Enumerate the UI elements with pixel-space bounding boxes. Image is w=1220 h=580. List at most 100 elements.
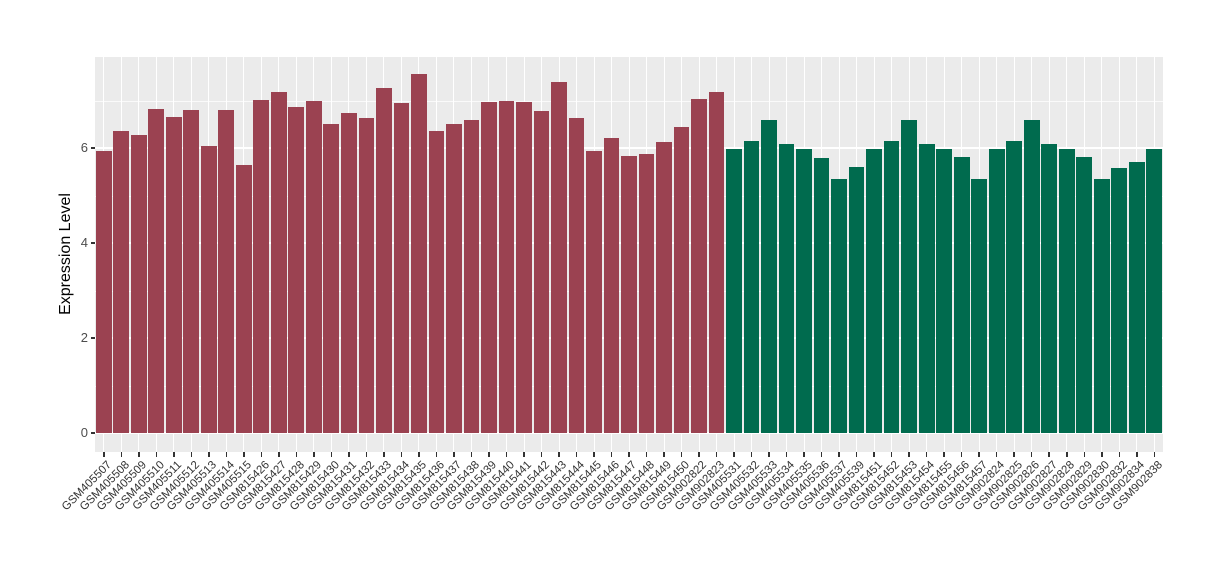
x-tick bbox=[645, 452, 648, 457]
bar bbox=[428, 131, 445, 433]
bar bbox=[568, 117, 585, 433]
x-tick bbox=[628, 452, 630, 457]
bar bbox=[270, 91, 287, 433]
bar bbox=[848, 166, 865, 433]
x-tick bbox=[838, 452, 840, 457]
bar bbox=[971, 178, 988, 433]
bar bbox=[656, 141, 672, 433]
h-gridline-major bbox=[95, 432, 1163, 434]
x-tick bbox=[365, 452, 368, 457]
x-tick bbox=[663, 452, 665, 457]
x-tick bbox=[1118, 452, 1120, 457]
x-tick bbox=[103, 452, 105, 457]
bar bbox=[218, 110, 235, 433]
x-tick bbox=[1066, 452, 1068, 457]
x-tick bbox=[1013, 452, 1015, 457]
bar bbox=[393, 103, 410, 433]
x-tick bbox=[295, 452, 298, 457]
bar bbox=[1111, 167, 1128, 433]
x-tick bbox=[908, 452, 910, 457]
bar bbox=[796, 149, 812, 433]
bar bbox=[95, 150, 112, 433]
bar bbox=[603, 138, 620, 433]
h-gridline-major bbox=[95, 147, 1163, 149]
x-tick bbox=[400, 452, 403, 457]
bar bbox=[638, 154, 655, 433]
y-tick-label: 2 bbox=[80, 330, 88, 345]
y-tick-label: 6 bbox=[80, 140, 88, 155]
bar bbox=[901, 119, 917, 433]
x-tick bbox=[750, 452, 753, 457]
x-tick bbox=[418, 452, 420, 457]
bar bbox=[130, 135, 147, 433]
bar bbox=[200, 145, 217, 433]
bar bbox=[918, 144, 935, 433]
bar bbox=[883, 141, 900, 433]
bar bbox=[1058, 149, 1075, 433]
x-tick bbox=[383, 452, 385, 457]
bar bbox=[586, 150, 602, 433]
x-tick bbox=[785, 452, 788, 457]
x-tick bbox=[470, 452, 473, 457]
bar bbox=[673, 126, 690, 433]
bar bbox=[743, 140, 760, 433]
bar bbox=[831, 179, 847, 433]
h-gridline-minor bbox=[95, 100, 1163, 102]
x-tick bbox=[1083, 452, 1085, 457]
x-tick bbox=[1153, 452, 1155, 457]
bar bbox=[551, 82, 567, 433]
bar bbox=[1076, 157, 1093, 433]
x-tick bbox=[260, 452, 263, 457]
bar bbox=[726, 149, 742, 433]
bar bbox=[988, 149, 1005, 433]
x-tick bbox=[610, 452, 613, 457]
bar bbox=[481, 101, 497, 433]
bar bbox=[761, 120, 777, 433]
bar bbox=[235, 165, 252, 433]
x-tick bbox=[680, 452, 683, 457]
bar bbox=[463, 120, 480, 433]
x-tick bbox=[995, 452, 998, 457]
x-tick bbox=[278, 452, 280, 457]
bar bbox=[323, 123, 340, 433]
x-tick bbox=[890, 452, 893, 457]
plot-panel bbox=[95, 57, 1163, 452]
x-tick bbox=[733, 452, 735, 457]
x-tick bbox=[453, 452, 455, 457]
bar bbox=[1128, 162, 1145, 434]
x-tick bbox=[960, 452, 963, 457]
bar bbox=[1093, 178, 1110, 433]
x-tick bbox=[803, 452, 805, 457]
x-tick bbox=[330, 452, 333, 457]
bar bbox=[253, 99, 270, 433]
bar bbox=[498, 101, 515, 433]
bar bbox=[1041, 144, 1058, 433]
x-tick bbox=[820, 452, 823, 457]
x-tick bbox=[208, 452, 210, 457]
x-tick bbox=[1030, 452, 1033, 457]
x-tick bbox=[523, 452, 525, 457]
bar bbox=[1023, 119, 1040, 433]
x-tick bbox=[1136, 452, 1138, 457]
y-tick bbox=[90, 337, 95, 339]
bar bbox=[1146, 149, 1163, 433]
bar bbox=[376, 87, 392, 433]
bar bbox=[446, 124, 462, 434]
bar bbox=[113, 130, 130, 433]
x-tick bbox=[558, 452, 560, 457]
y-tick bbox=[90, 242, 95, 244]
x-tick bbox=[593, 452, 595, 457]
x-tick bbox=[225, 452, 228, 457]
bar bbox=[340, 112, 357, 433]
x-tick bbox=[138, 452, 140, 457]
bar bbox=[778, 144, 795, 433]
x-tick bbox=[190, 452, 192, 457]
x-tick bbox=[313, 452, 315, 457]
bar bbox=[358, 118, 375, 433]
bar bbox=[691, 98, 707, 433]
x-tick bbox=[925, 452, 928, 457]
y-tick bbox=[90, 432, 95, 434]
x-tick bbox=[943, 452, 945, 457]
x-tick bbox=[505, 452, 508, 457]
